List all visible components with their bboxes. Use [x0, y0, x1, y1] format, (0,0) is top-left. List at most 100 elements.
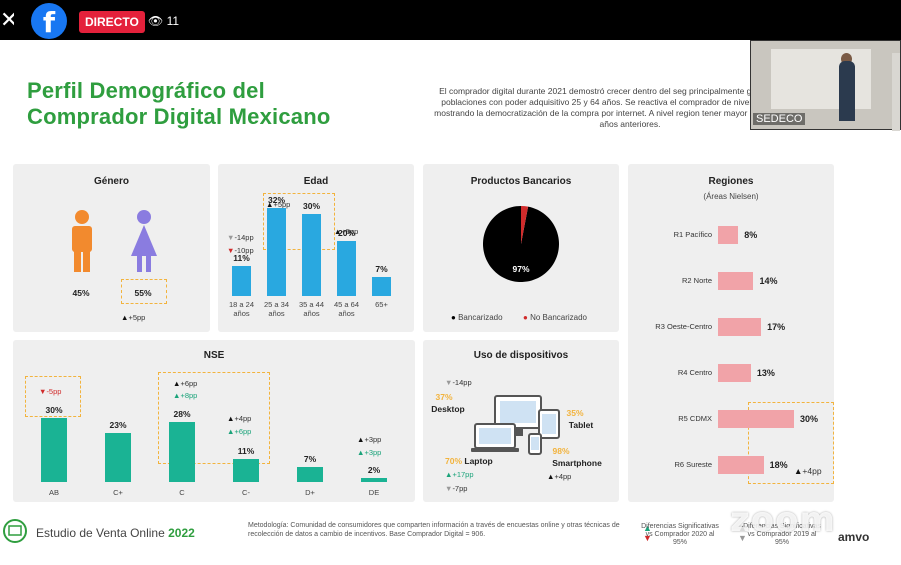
- delta-de-2: ▲+3pp: [357, 448, 382, 457]
- dispositivos-panel: Uso de dispositivos ▼-14pp 37% Desktop 3…: [423, 340, 619, 502]
- nse-panel: NSE ▼-5pp ▲+6pp ▲+8pp ▲+4pp ▲+6pp ▲+3pp …: [13, 340, 415, 502]
- nse-bar: [233, 458, 259, 482]
- delta-cm-2: ▲+6pp: [227, 427, 252, 436]
- edad-bar: [232, 265, 251, 296]
- nse-tick-label: DE: [368, 488, 380, 497]
- female-pct: 55%: [134, 288, 152, 298]
- title-line-1: Perfil Demográfico del: [27, 78, 265, 103]
- legend-bancarizado: ● Bancarizado: [451, 313, 503, 322]
- region-data-label: 30%: [800, 414, 819, 424]
- devices-illustration: [471, 395, 560, 455]
- study-logo-icon: [3, 519, 27, 543]
- title-line-2: Comprador Digital Mexicano: [27, 104, 331, 129]
- tablet-pct: 35%: [566, 408, 584, 418]
- nse-bar: [169, 422, 195, 482]
- edad-data-label: 20%: [337, 228, 355, 238]
- regiones-panel: Regiones (Áreas Nielsen) R1 Pacífico 8% R2…: [628, 164, 834, 502]
- nse-tick-label: C-: [242, 488, 250, 497]
- pie-slice-1: [521, 206, 529, 244]
- bancos-panel: Productos Bancarios 97% ● Bancarizado ● …: [423, 164, 619, 332]
- nse-tick-label: AB: [48, 488, 59, 497]
- camera-label: SEDECO: [753, 113, 806, 125]
- laptop-delta-2: ▼-7pp: [445, 484, 468, 493]
- region-data-label: 17%: [767, 322, 786, 332]
- region-data-label: 13%: [756, 368, 775, 378]
- methodology-note: Metodología: Comunidad de consumidores q…: [248, 522, 620, 538]
- dispositivos-title: Uso de dispositivos: [473, 350, 569, 361]
- slide-title: Perfil Demográfico del Comprador Digital…: [27, 78, 330, 130]
- edad-tick-label: 45 a 64 años: [333, 300, 360, 318]
- amvo-logo: amvo: [838, 530, 870, 544]
- delta-c-1: ▲+6pp: [173, 379, 198, 388]
- region-data-label: 18%: [769, 460, 788, 470]
- legend-2019-icon-down: ▼: [738, 533, 747, 543]
- region-label: R3 Oeste-Centro: [655, 322, 712, 331]
- viewer-count-value: 11: [166, 14, 180, 28]
- nse-bar: [41, 418, 67, 482]
- edad-panel: Edad ▲+5pp ▼-14pp ▼-10pp ▲+5pp 11% 18 a 2…: [218, 164, 414, 332]
- nse-tick-label: D+: [305, 488, 315, 497]
- male-pct: 45%: [72, 288, 90, 298]
- nse-bar: [297, 467, 323, 482]
- genero-title: Género: [93, 176, 129, 187]
- nse-data-label: 30%: [45, 405, 63, 415]
- region-bar: [718, 410, 794, 428]
- edad-tick-label: 35 a 44 años: [298, 300, 325, 318]
- desktop-delta: ▼-14pp: [445, 378, 472, 387]
- legend-2019: Diferencias Significativas vs Comprador …: [743, 523, 821, 546]
- legend-2020: Diferencias Significativas vs Comprador …: [641, 523, 719, 546]
- stream-header: ✕ f DIRECTO 👁 11: [0, 0, 901, 40]
- facebook-logo-icon: f: [31, 3, 67, 39]
- bancos-pie: [483, 206, 559, 282]
- edad-bar: [302, 213, 321, 296]
- edad-bar: [337, 241, 356, 296]
- viewer-count: 👁 11: [148, 14, 179, 28]
- nse-bar: [361, 477, 387, 482]
- nse-data-label: 23%: [109, 419, 127, 430]
- nse-tick-label: C: [179, 488, 185, 497]
- legend-no-bancarizado: ● No Bancarizado: [523, 313, 587, 322]
- smartphone-label: Smartphone: [552, 458, 602, 468]
- nse-data-label: 2%: [367, 464, 381, 475]
- edad-bar: [267, 208, 286, 296]
- highlight-box: [263, 193, 335, 250]
- delta-25-34: ▲+5pp: [266, 200, 291, 209]
- tablet-label: Tablet: [568, 420, 594, 430]
- presenter-head: [841, 53, 852, 65]
- smartphone-pct: 98%: [552, 446, 570, 456]
- laptop-pct: 70%: [445, 456, 463, 466]
- highlight-box: [158, 372, 270, 464]
- live-badge: DIRECTO: [79, 11, 145, 33]
- male-icon: [72, 210, 92, 272]
- region-label: R1 Pacífico: [673, 230, 712, 239]
- legend-2020-icon-down: ▼: [643, 533, 652, 543]
- edad-data-label: 7%: [375, 263, 388, 274]
- edad-tick-label: 65+: [375, 300, 388, 309]
- regiones-title: Regiones: [708, 176, 754, 187]
- region-bar: [718, 456, 764, 474]
- zoom-watermark: zoom: [730, 500, 836, 540]
- region-label: R6 Sureste: [674, 460, 712, 469]
- bancos-title: Productos Bancarios: [470, 176, 572, 187]
- pie-data-label: 97%: [512, 264, 530, 274]
- region-bar: [718, 364, 751, 382]
- laptop-label: Laptop: [464, 456, 493, 466]
- smartphone-delta: ▲+4pp: [547, 472, 572, 481]
- video-edge: [892, 53, 900, 131]
- edad-data-label: 32%: [267, 195, 285, 205]
- edad-data-label: 30%: [302, 200, 320, 211]
- close-icon[interactable]: ✕: [0, 8, 14, 33]
- region-label: R5 CDMX: [678, 414, 712, 423]
- region-data-label: 8%: [744, 230, 758, 240]
- desktop-label: Desktop: [431, 404, 465, 414]
- presentation-slide: Perfil Demográfico del Comprador Digital…: [0, 40, 901, 565]
- study-name: Estudio de Venta Online 2022: [36, 526, 195, 540]
- region-label: R4 Centro: [677, 368, 712, 377]
- delta-c-2: ▲+8pp: [173, 391, 198, 400]
- laptop-row: 70% Laptop: [445, 456, 505, 466]
- delta-45-64: ▲+5pp: [334, 227, 359, 236]
- delta-de-1: ▲+3pp: [357, 435, 382, 444]
- legend-2019-icon: ▲: [738, 523, 747, 533]
- presenter-video[interactable]: SEDECO: [750, 40, 901, 130]
- delta-ab: ▼-5pp: [39, 387, 62, 396]
